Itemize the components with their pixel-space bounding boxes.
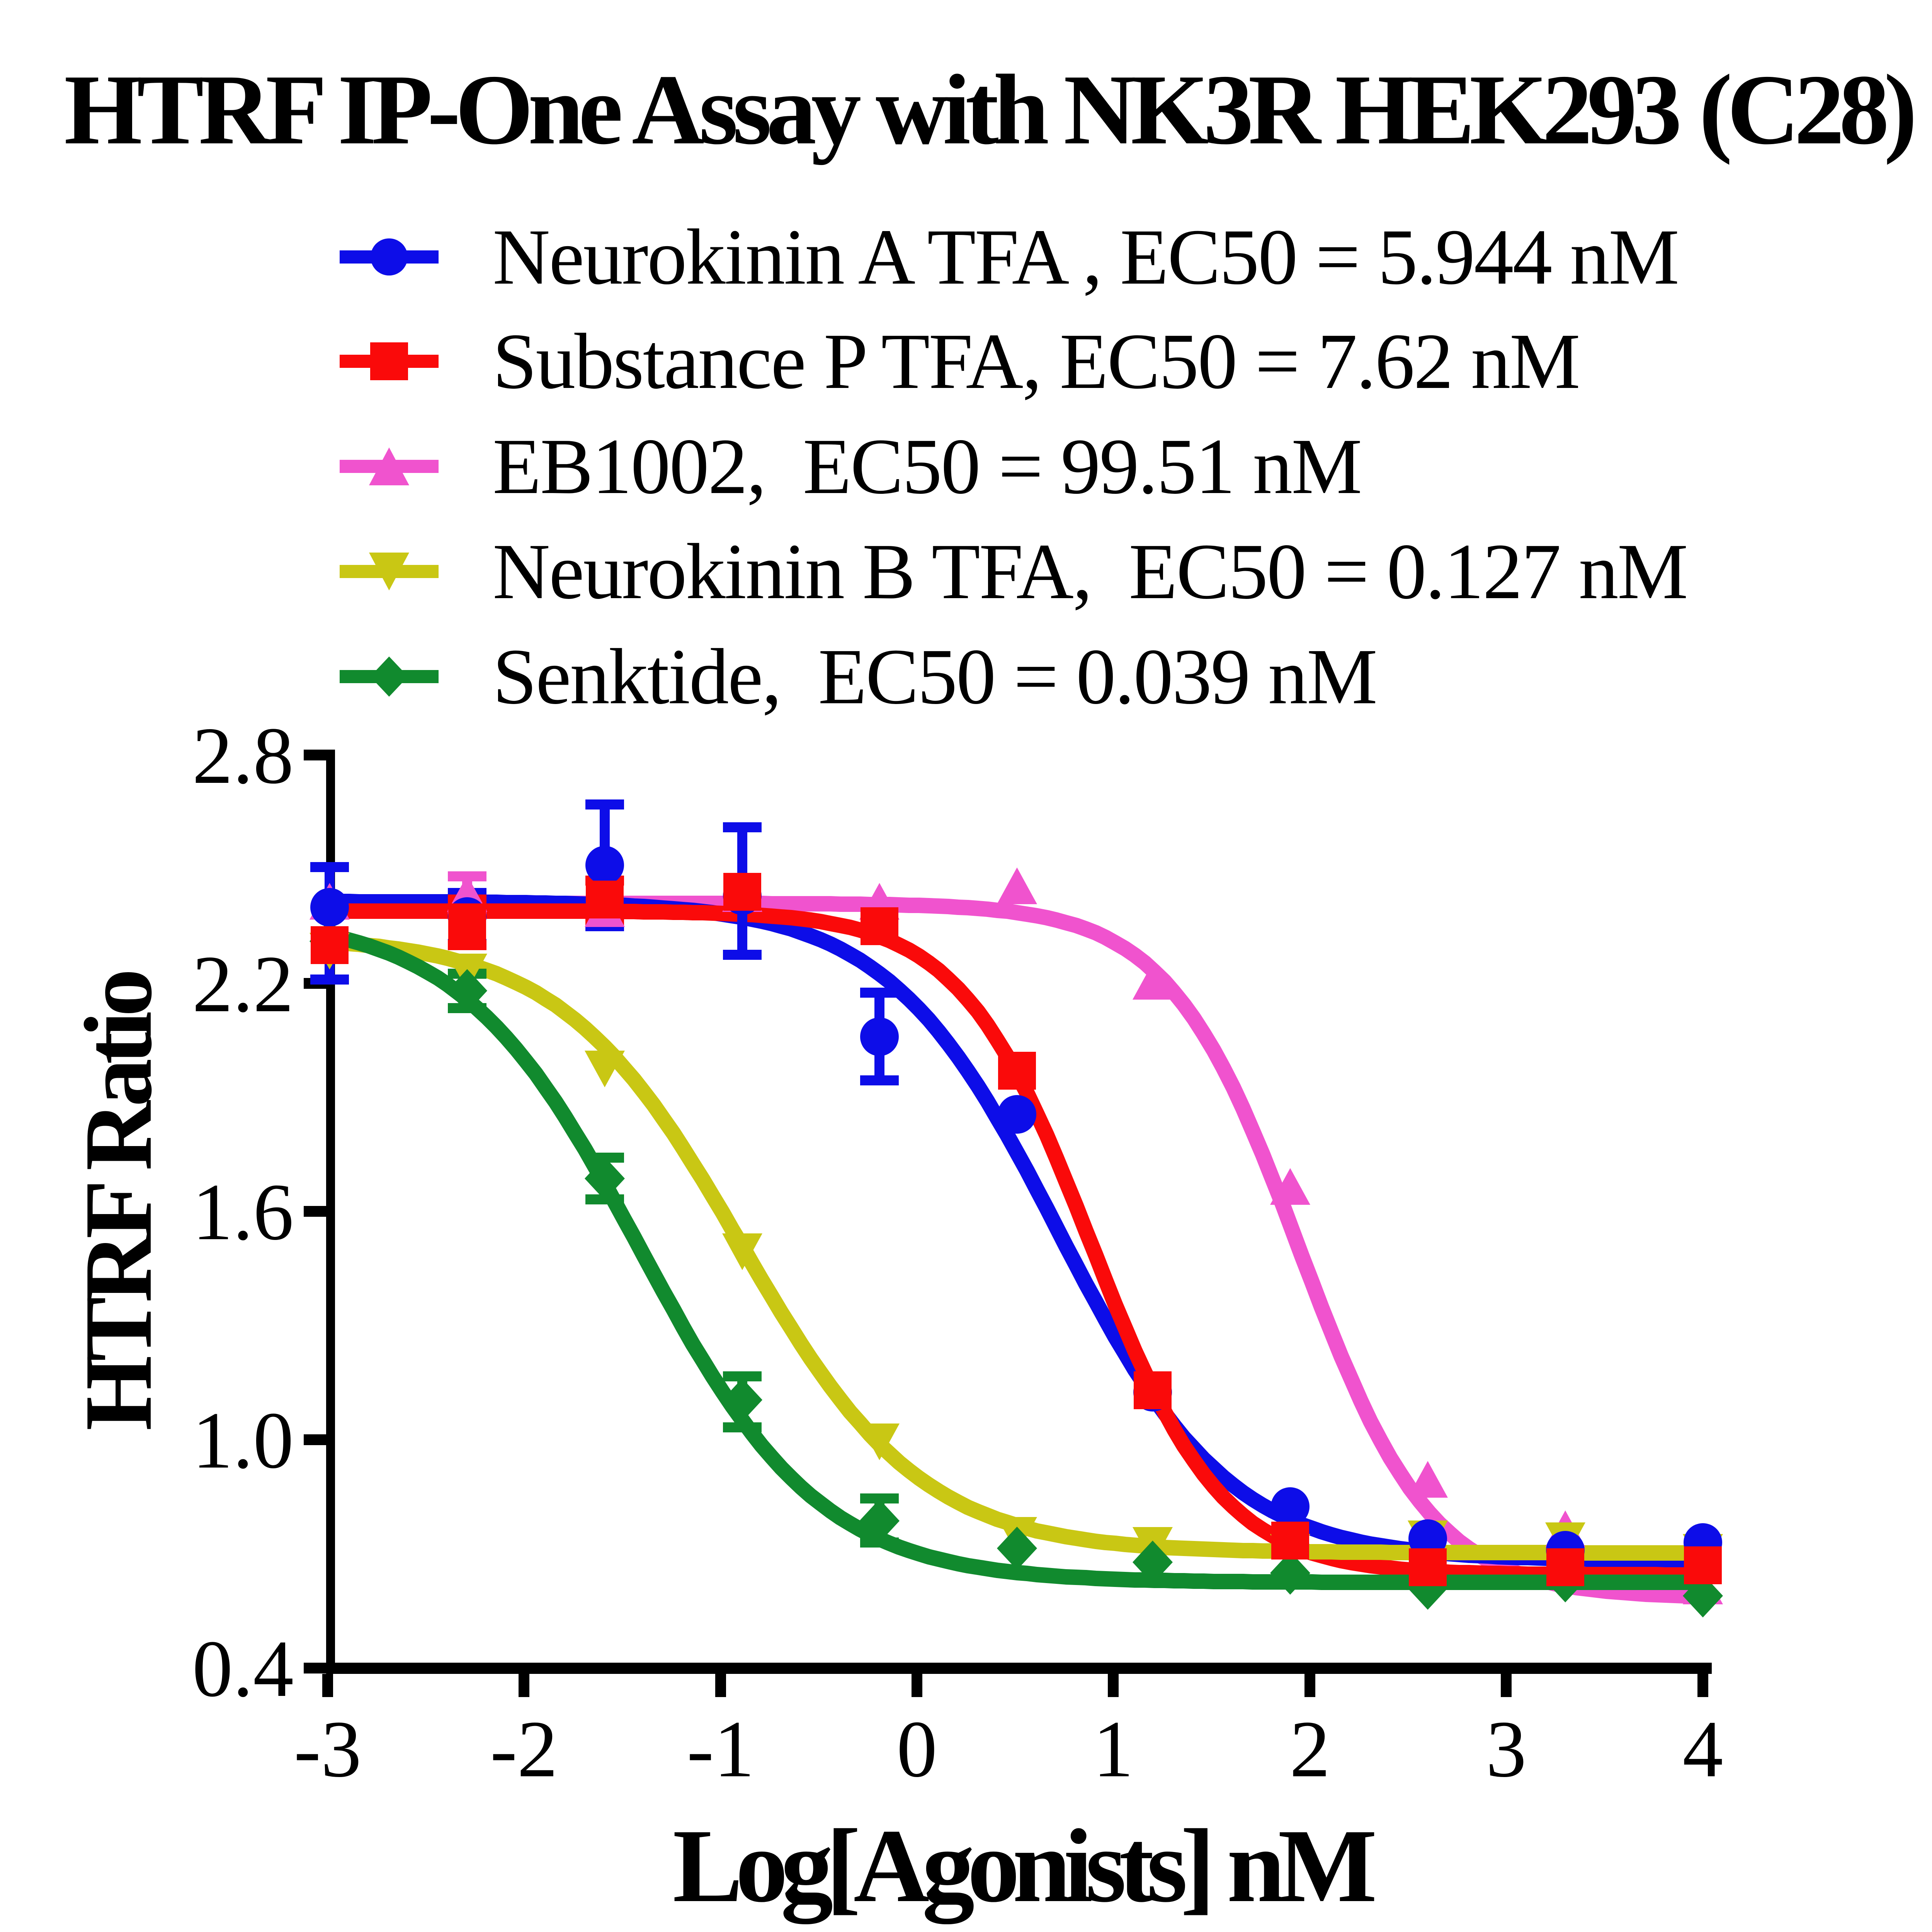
svg-text:Senktide, EC50 = 0.039 nM: Senktide, EC50 = 0.039 nM: [493, 632, 1376, 721]
svg-text:HTRF Ratio: HTRF Ratio: [65, 972, 172, 1431]
svg-text:Substance P TFA, EC50 = 7.62 n: Substance P TFA, EC50 = 7.62 nM: [493, 317, 1579, 405]
svg-text:EB1002, EC50 = 99.51 nM: EB1002, EC50 = 99.51 nM: [493, 422, 1361, 510]
svg-text:-1: -1: [687, 1704, 755, 1794]
svg-text:2: 2: [1290, 1704, 1330, 1794]
svg-text:-2: -2: [490, 1704, 558, 1794]
svg-text:-3: -3: [294, 1704, 362, 1794]
svg-text:Neurokinin A TFA , EC50 = 5.94: Neurokinin A TFA , EC50 = 5.944 nM: [493, 213, 1678, 301]
svg-text:Neurokinin B TFA, EC50 = 0.12: Neurokinin B TFA, EC50 = 0.127 nM: [493, 527, 1687, 616]
svg-text:Log[Agonists] nM: Log[Agonists] nM: [673, 1808, 1375, 1926]
svg-text:2.2: 2.2: [192, 939, 294, 1029]
svg-text:2.8: 2.8: [192, 711, 294, 801]
svg-text:1.6: 1.6: [192, 1167, 294, 1257]
svg-text:0: 0: [897, 1704, 937, 1794]
svg-text:1: 1: [1093, 1704, 1134, 1794]
svg-text:4: 4: [1683, 1704, 1723, 1794]
svg-text:3: 3: [1486, 1704, 1527, 1794]
svg-text:HTRF IP-One Assay with NK3R HE: HTRF IP-One Assay with NK3R HEK293 (C28): [64, 54, 1914, 165]
svg-text:1.0: 1.0: [192, 1396, 294, 1485]
svg-text:0.4: 0.4: [192, 1624, 294, 1714]
